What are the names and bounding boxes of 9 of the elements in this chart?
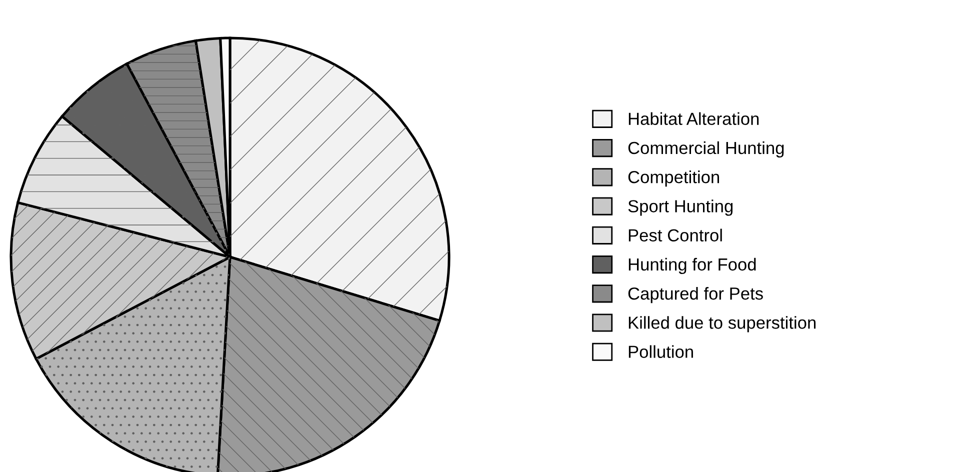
legend-label: Habitat Alteration — [628, 112, 759, 125]
legend-label: Sport Hunting — [628, 200, 733, 216]
legend-label: Pest Control — [628, 228, 722, 242]
legend-label: Killed due to superstition — [628, 316, 816, 332]
legend-label: Pollution — [628, 345, 693, 358]
legend-label: Hunting for Food — [628, 258, 756, 274]
legend-label: Captured for Pets — [628, 286, 763, 304]
legend-label: Commercial Hunting — [628, 141, 784, 158]
legend-label: Competition — [628, 170, 720, 187]
